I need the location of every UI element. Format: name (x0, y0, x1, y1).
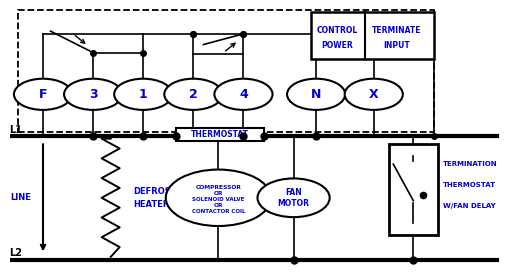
Circle shape (257, 178, 330, 217)
Text: W/FAN DELAY: W/FAN DELAY (443, 203, 495, 209)
Text: CONTACTOR COIL: CONTACTOR COIL (192, 209, 245, 214)
Text: X: X (369, 88, 378, 101)
Text: LINE: LINE (10, 193, 31, 202)
Text: F: F (39, 88, 48, 101)
Text: DEFROST: DEFROST (133, 186, 177, 195)
Text: HEATER: HEATER (133, 200, 170, 209)
Text: THERMOSTAT: THERMOSTAT (443, 182, 496, 188)
Text: 4: 4 (239, 88, 248, 101)
Text: POWER: POWER (321, 41, 353, 50)
Text: INPUT: INPUT (384, 41, 410, 50)
Circle shape (114, 79, 172, 110)
Circle shape (345, 79, 403, 110)
Circle shape (166, 170, 271, 226)
Text: 3: 3 (89, 88, 98, 101)
Text: OR: OR (213, 203, 223, 208)
Text: FAN: FAN (285, 188, 302, 197)
Circle shape (64, 79, 122, 110)
Text: 2: 2 (189, 88, 198, 101)
Text: TERMINATION: TERMINATION (443, 161, 497, 167)
Circle shape (164, 79, 222, 110)
Text: 1: 1 (139, 88, 148, 101)
Text: THERMOSTAT: THERMOSTAT (191, 130, 248, 139)
Text: L1: L1 (9, 125, 22, 135)
Text: OR: OR (213, 191, 223, 196)
Bar (18, 10, 434, 132)
Text: L2: L2 (9, 248, 22, 258)
Text: MOTOR: MOTOR (278, 199, 310, 208)
Bar (176, 129, 264, 141)
Text: CONTROL: CONTROL (316, 26, 358, 35)
Circle shape (14, 79, 72, 110)
Bar (389, 144, 438, 235)
Text: TERMINATE: TERMINATE (372, 26, 422, 35)
Circle shape (215, 79, 272, 110)
Text: COMPRESSOR: COMPRESSOR (195, 185, 241, 190)
Text: SOLENOID VALVE: SOLENOID VALVE (192, 197, 245, 202)
Text: N: N (311, 88, 322, 101)
Bar (311, 12, 434, 59)
Circle shape (287, 79, 345, 110)
